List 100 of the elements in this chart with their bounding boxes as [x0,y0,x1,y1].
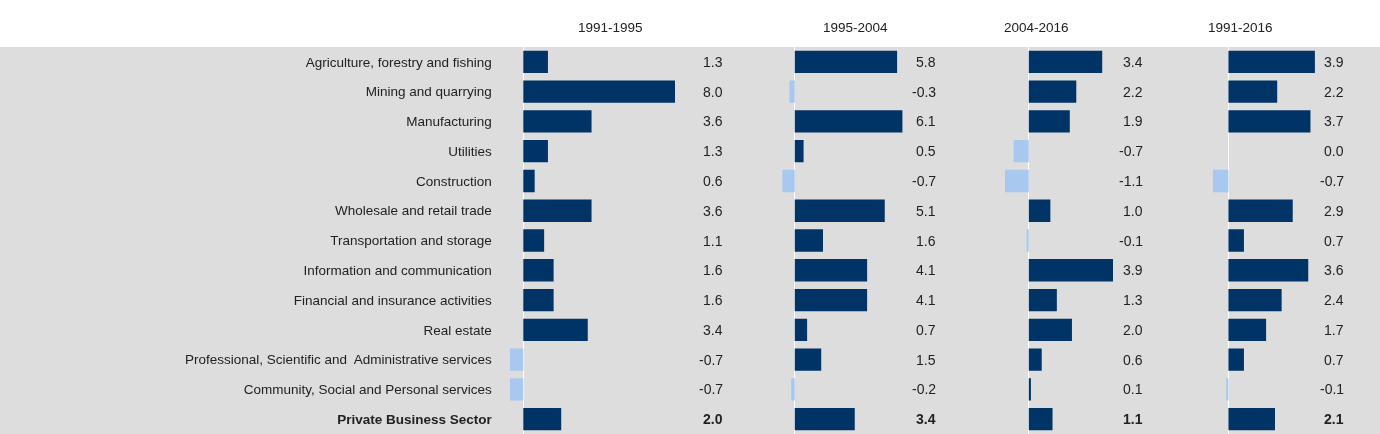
bar [523,229,545,252]
data-label: 2.0 [1123,322,1143,338]
y-tick-label: Real estate [423,322,492,338]
data-label: -0.7 [699,352,724,368]
bar [1028,318,1072,341]
bar [782,169,795,193]
bar [523,199,592,222]
bar [1212,169,1229,193]
bar [1228,407,1275,431]
bar [523,110,592,133]
y-tick-label: Utilities [448,143,493,159]
data-label: 1.0 [1123,203,1143,219]
bar [1005,169,1029,193]
data-label: 5.1 [916,203,936,219]
data-label: 0.1 [1123,381,1143,397]
data-label: 3.4 [916,411,936,427]
y-tick-label: Mining and quarrying [365,84,492,100]
chart-title: 1991-1995 [578,20,643,35]
data-label: -0.7 [912,173,937,189]
y-tick-label: Private Business Sector [337,411,493,427]
data-label: 1.5 [916,352,936,368]
data-label: 2.2 [1324,84,1344,100]
data-label: 3.6 [1324,262,1344,278]
bar [523,259,554,282]
bar [794,259,868,282]
bar [1028,407,1053,431]
bar [794,229,823,252]
bar [523,407,562,431]
bar [1228,110,1311,133]
data-label: 0.7 [916,322,936,338]
data-label: 1.6 [703,292,723,308]
chart-title: 2004-2016 [1004,20,1069,35]
data-label: -0.1 [1119,233,1144,249]
data-label: 8.0 [703,84,723,100]
bar [523,318,588,341]
data-label: 3.6 [703,113,723,129]
bar [523,50,548,74]
chart-title: 1991-2016 [1208,20,1273,35]
data-label: 3.9 [1123,262,1143,278]
bar [794,407,855,431]
bar [1228,288,1282,312]
data-label: 1.7 [1324,322,1344,338]
data-label: 1.9 [1123,113,1143,129]
y-tick-label: Professional, Scientific and Administrative services [184,352,493,368]
y-tick-label: Community, Social and Personal services [243,382,493,398]
data-label: -1.1 [1119,173,1144,189]
y-tick-label: Manufacturing [406,114,492,130]
bar [1026,229,1029,252]
bar [791,378,795,401]
data-label: 3.4 [1123,54,1143,70]
bar [1028,288,1057,312]
bar [510,378,524,401]
bar [1013,140,1029,163]
data-label: 2.1 [1324,411,1344,427]
data-label: 4.1 [916,262,936,278]
bar [794,348,822,371]
bar [1226,378,1229,401]
data-label: 1.6 [703,262,723,278]
bar [794,288,868,312]
data-label: 3.7 [1324,113,1344,129]
chart-title: 1995-2004 [823,20,889,35]
bar [1228,259,1309,282]
bar [1028,80,1077,103]
y-tick-label: Wholesale and retail trade [334,203,492,219]
bar [1228,80,1278,103]
data-label: 0.6 [703,173,723,189]
data-label: -0.7 [1119,143,1144,159]
bar [789,80,795,103]
bar [523,288,554,312]
data-label: -0.1 [1320,381,1345,397]
bar [523,140,548,163]
bar [1228,229,1244,252]
bar [1228,318,1267,341]
data-label: 2.0 [703,411,723,427]
bar [1228,348,1244,371]
bar [1028,259,1113,282]
data-label: 1.3 [703,143,723,159]
data-label: 4.1 [916,292,936,308]
bar [523,169,535,193]
bar [1028,50,1103,74]
bar [510,348,524,371]
data-label: -0.7 [1320,173,1345,189]
data-label: 0.0 [1324,143,1344,159]
data-label: 1.3 [1123,292,1143,308]
data-label: 3.9 [1324,54,1344,70]
data-label: 1.3 [703,54,723,70]
bar [794,140,804,163]
data-label: 3.6 [703,203,723,219]
y-tick-label: Transportation and storage [330,233,492,249]
data-label: 0.5 [916,143,936,159]
data-label: 0.7 [1324,233,1344,249]
data-label: 1.1 [703,233,723,249]
data-label: 1.6 [916,233,936,249]
bar [1028,199,1051,222]
data-label: -0.2 [912,381,937,397]
y-tick-label: Financial and insurance activities [293,292,493,308]
data-label: 0.6 [1123,352,1143,368]
data-label: 2.2 [1123,84,1143,100]
bar [794,199,885,222]
data-label: 6.1 [916,113,936,129]
